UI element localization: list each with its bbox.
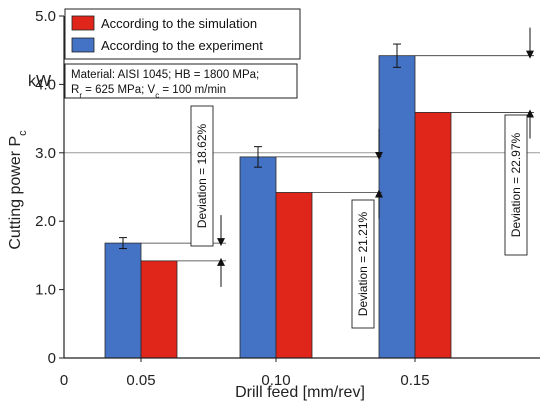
error-bars [119, 43, 401, 250]
bar-simulation [275, 192, 313, 359]
bar-experiment [378, 55, 416, 359]
x-origin-label: 0 [60, 372, 68, 389]
y-axis-unit: kW [28, 73, 52, 90]
bar-experiment [104, 242, 142, 359]
deviation-label-box [351, 199, 375, 329]
info-line-2: Rr = 625 MPa; Vc = 100 m/min [71, 84, 226, 100]
y-tick-label: 0 [48, 350, 56, 367]
y-tick-label: 2.0 [35, 213, 56, 230]
deviation-annotations: Deviation = 18.62% Deviation = 21.21% Devi… [141, 27, 534, 329]
bar-experiment [239, 156, 277, 359]
axes [59, 15, 540, 362]
x-tick-label: 0.15 [400, 372, 429, 389]
legend-swatch-simulation [71, 15, 95, 31]
x-axis-label: Drill feed [mm/rev] [235, 384, 365, 401]
bar-simulation [414, 112, 452, 359]
legend-box [64, 8, 301, 60]
tick-labels: 0 1.0 2.0 3.0 4.0 5.0 0.05 0.10 0.15 [35, 8, 429, 389]
deviation-label: Deviation = 18.62% [195, 123, 209, 228]
material-info-box: Material: AISI 1045; HB = 1800 MPa; Rr =… [64, 63, 298, 100]
legend-label-experiment: According to the experiment [101, 38, 263, 53]
deviation-label-box [504, 114, 528, 256]
deviation-label-box [190, 105, 214, 247]
x-tick-label: 0.10 [261, 372, 290, 389]
y-axis-label: Cutting power Pc [7, 130, 29, 250]
x-tick-label: 0.05 [126, 372, 155, 389]
y-tick-label: 5.0 [35, 8, 56, 25]
deviation-label: Deviation = 22.97% [509, 132, 523, 237]
bars [104, 55, 452, 359]
legend-label-simulation: According to the simulation [101, 16, 257, 31]
y-tick-label: 3.0 [35, 145, 56, 162]
y-tick-label: 1.0 [35, 282, 56, 299]
legend-swatch-experiment [71, 37, 95, 53]
info-line-1: Material: AISI 1045; HB = 1800 MPa; [71, 69, 259, 81]
deviation-label: Deviation = 21.21% [356, 211, 370, 316]
info-box-frame [64, 63, 298, 99]
bar-simulation [140, 260, 178, 359]
legend: According to the simulation According to… [64, 8, 301, 60]
y-tick-label: 4.0 [35, 76, 56, 93]
